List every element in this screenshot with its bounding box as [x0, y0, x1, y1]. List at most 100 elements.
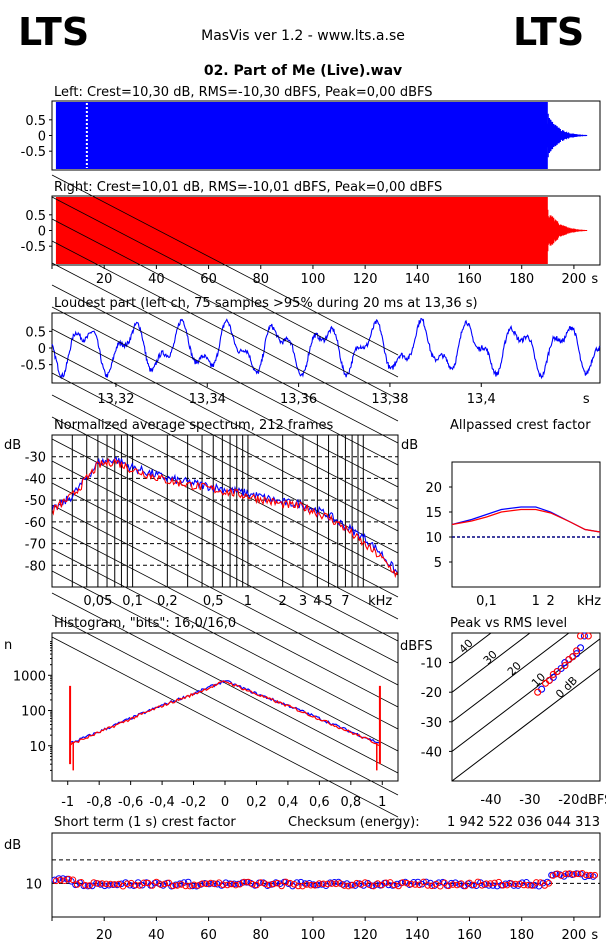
avg-spectrum-diagonal	[51, 262, 399, 444]
histogram-xtick: 1	[378, 795, 386, 810]
peak-vs-rms-title: Peak vs RMS level	[450, 616, 567, 631]
short-term-crest-xtick: 80	[252, 928, 269, 943]
avg-spectrum-diagonal	[51, 636, 399, 818]
right-waveform-xtick: 60	[200, 272, 217, 287]
histogram-xtick: -0,6	[118, 795, 143, 810]
histogram-ylabel: n	[4, 638, 12, 653]
peak-vs-rms-xtick: -30	[519, 793, 540, 808]
peak-vs-rms-xtick: -40	[480, 793, 501, 808]
peak-vs-rms-point	[553, 667, 561, 676]
short-term-crest-point	[332, 880, 340, 888]
avg-spectrum-diagonal	[51, 592, 399, 774]
short-term-crest-point	[65, 875, 72, 883]
short-term-crest-point	[90, 879, 98, 886]
short-term-crest-point	[240, 878, 248, 886]
short-term-crest-point	[574, 870, 582, 878]
left-waveform-fade-tail	[547, 113, 588, 158]
allpassed-crest-frame	[451, 461, 601, 588]
short-term-crest-point	[374, 880, 382, 887]
short-term-crest-point	[424, 882, 432, 889]
short-term-crest-point	[232, 881, 239, 889]
short-term-crest-point	[508, 880, 515, 887]
avg-spectrum-diagonal	[51, 570, 399, 752]
short-term-crest-point	[311, 882, 319, 889]
right-waveform-signal	[55, 197, 548, 264]
peak-vs-rms-ytick: -10	[421, 657, 442, 672]
short-term-crest-point	[123, 880, 131, 888]
short-term-crest-point	[219, 881, 227, 889]
avg-spectrum-diagonal	[51, 394, 399, 576]
short-term-crest-point	[537, 879, 544, 886]
short-term-crest-xtick: 120	[353, 928, 378, 943]
short-term-crest-point	[265, 881, 273, 889]
avg-spectrum-xtick: 4	[313, 594, 321, 609]
short-term-crest-point	[77, 879, 85, 886]
avg-spectrum-ytick: -60	[25, 516, 46, 531]
short-term-crest-point	[558, 872, 565, 879]
short-term-crest-point	[579, 870, 586, 877]
short-term-crest-point	[407, 880, 415, 888]
right-waveform-xtick: 120	[353, 272, 378, 287]
short-term-crest-point	[199, 880, 206, 888]
peak-vs-rms-xtick: -20	[558, 793, 579, 808]
short-term-crest-point	[128, 879, 135, 887]
short-term-crest-point	[566, 870, 574, 877]
avg-spectrum-ytick: -40	[25, 472, 46, 487]
avg-spectrum-diagonal	[51, 196, 399, 378]
loudest-part-xtick: s	[583, 392, 590, 407]
short-term-crest-point	[512, 880, 519, 888]
short-term-crest-xtick: 200	[561, 928, 586, 943]
histogram-xtick: 0,4	[278, 795, 299, 810]
short-term-crest-point	[178, 881, 185, 888]
short-term-crest-point	[474, 878, 482, 886]
avg-spectrum-diagonal	[51, 548, 399, 730]
logo-left: LTS	[18, 10, 89, 54]
short-term-crest-point	[157, 881, 164, 888]
loudest-part-line	[51, 317, 601, 380]
histogram-frame	[51, 632, 399, 782]
loudest-part-xtick: 13,38	[371, 392, 408, 407]
short-term-crest-point	[98, 880, 106, 887]
avg-spectrum-xtick: 0,05	[83, 594, 112, 609]
histogram-title: Histogram, "bits": 16,0/16,0	[54, 616, 236, 631]
allpassed-crest-xtick: 1	[532, 594, 540, 609]
histogram-series-1	[70, 680, 380, 747]
avg-spectrum-diagonal	[51, 504, 399, 686]
avg-spectrum-series-0	[52, 456, 398, 575]
short-term-crest-point	[403, 879, 411, 887]
allpassed-crest-ytick: 5	[434, 556, 442, 571]
avg-spectrum-diagonal	[51, 240, 399, 422]
allpassed-crest-xtick: 2	[547, 594, 555, 609]
short-term-crest-point	[428, 882, 436, 890]
peak-vs-rms-diagonal-label: 0 dB	[553, 674, 580, 701]
short-term-crest-point	[132, 881, 139, 889]
histogram-xtick: 0	[221, 795, 229, 810]
peak-vs-rms-ytick: -40	[421, 745, 442, 760]
avg-spectrum-xtick: kHz	[368, 594, 392, 609]
peak-vs-rms-ylabel: dBFS	[400, 639, 433, 654]
peak-vs-rms-diagonal	[452, 633, 531, 693]
short-term-crest-point	[57, 876, 64, 884]
short-term-crest-point	[449, 881, 457, 888]
short-term-crest-point	[320, 880, 327, 888]
avg-spectrum-xtick: 0,5	[203, 594, 224, 609]
avg-spectrum-diagonal	[51, 438, 399, 620]
right-waveform-title: Right: Crest=10,01 dB, RMS=-10,01 dBFS, …	[54, 180, 442, 195]
short-term-crest-point	[328, 880, 336, 887]
peak-vs-rms-diagonal-label: 30	[481, 648, 500, 667]
short-term-crest-point	[345, 882, 352, 890]
histogram-xtick: 0,8	[340, 795, 361, 810]
loudest-part-xtick: 13,32	[97, 392, 134, 407]
short-term-crest-xtick: 40	[148, 928, 165, 943]
right-waveform-xtick: 40	[148, 272, 165, 287]
allpassed-crest-ytick: 20	[425, 481, 442, 496]
peak-vs-rms-point	[561, 662, 569, 670]
peak-vs-rms-point	[576, 632, 585, 640]
short-term-crest-point	[341, 882, 348, 889]
peak-vs-rms-xtick: dBFS	[580, 793, 606, 808]
short-term-crest-point	[207, 879, 214, 887]
avg-spectrum-diagonal	[51, 174, 399, 356]
short-term-crest-point	[249, 880, 256, 888]
loudest-part-xtick: 13,36	[280, 392, 317, 407]
